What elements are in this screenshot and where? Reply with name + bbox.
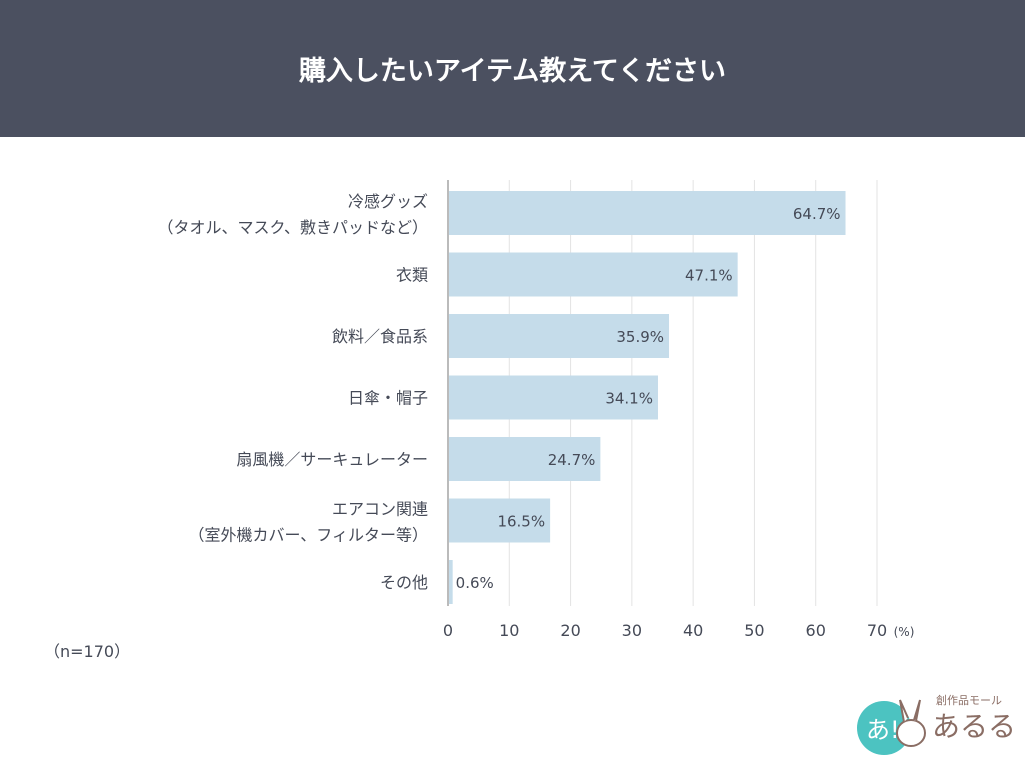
- bar: [449, 560, 453, 604]
- x-unit-label: (%): [894, 625, 915, 639]
- bar: [449, 437, 601, 481]
- x-tick-label: 60: [806, 621, 826, 640]
- data-label: 64.7%: [793, 205, 841, 223]
- data-label: 34.1%: [605, 390, 653, 408]
- category-label: 飲料／食品系: [332, 327, 428, 346]
- svg-text:創作品モール: 創作品モール: [936, 693, 1002, 707]
- category-label: （室外機カバー、フィルター等）: [188, 526, 428, 545]
- data-label: 47.1%: [685, 267, 733, 285]
- data-label: 24.7%: [548, 451, 596, 469]
- data-label: 0.6%: [456, 574, 494, 592]
- category-label: エアコン関連: [332, 500, 428, 519]
- bar: [449, 498, 551, 543]
- svg-text:あ!: あ!: [866, 716, 900, 744]
- bar: [449, 314, 670, 358]
- category-label: （タオル、マスク、敷きパッドなど）: [157, 218, 428, 237]
- bar: [449, 191, 846, 235]
- bar: [449, 375, 658, 420]
- x-tick-label: 0: [443, 621, 453, 640]
- sample-size-note: （n=170）: [44, 642, 131, 661]
- x-tick-label: 10: [499, 621, 519, 640]
- arle-logo: あ! 創作品モール あるる: [857, 693, 1016, 755]
- category-label: その他: [380, 573, 428, 592]
- x-tick-label: 30: [622, 621, 642, 640]
- category-label: 日傘・帽子: [348, 389, 428, 408]
- data-label: 35.9%: [616, 328, 664, 346]
- category-label: 衣類: [396, 266, 428, 285]
- x-tick-label: 50: [744, 621, 764, 640]
- x-tick-label: 70: [867, 621, 887, 640]
- category-label: 扇風機／サーキュレーター: [236, 450, 428, 469]
- x-tick-label: 40: [683, 621, 703, 640]
- chart-title: 購入したいアイテム教えてください: [0, 0, 1025, 137]
- data-label: 16.5%: [497, 513, 545, 531]
- bar: [449, 252, 738, 297]
- category-label: 冷感グッズ: [348, 192, 428, 211]
- x-tick-label: 20: [560, 621, 580, 640]
- svg-text:あるる: あるる: [932, 710, 1016, 743]
